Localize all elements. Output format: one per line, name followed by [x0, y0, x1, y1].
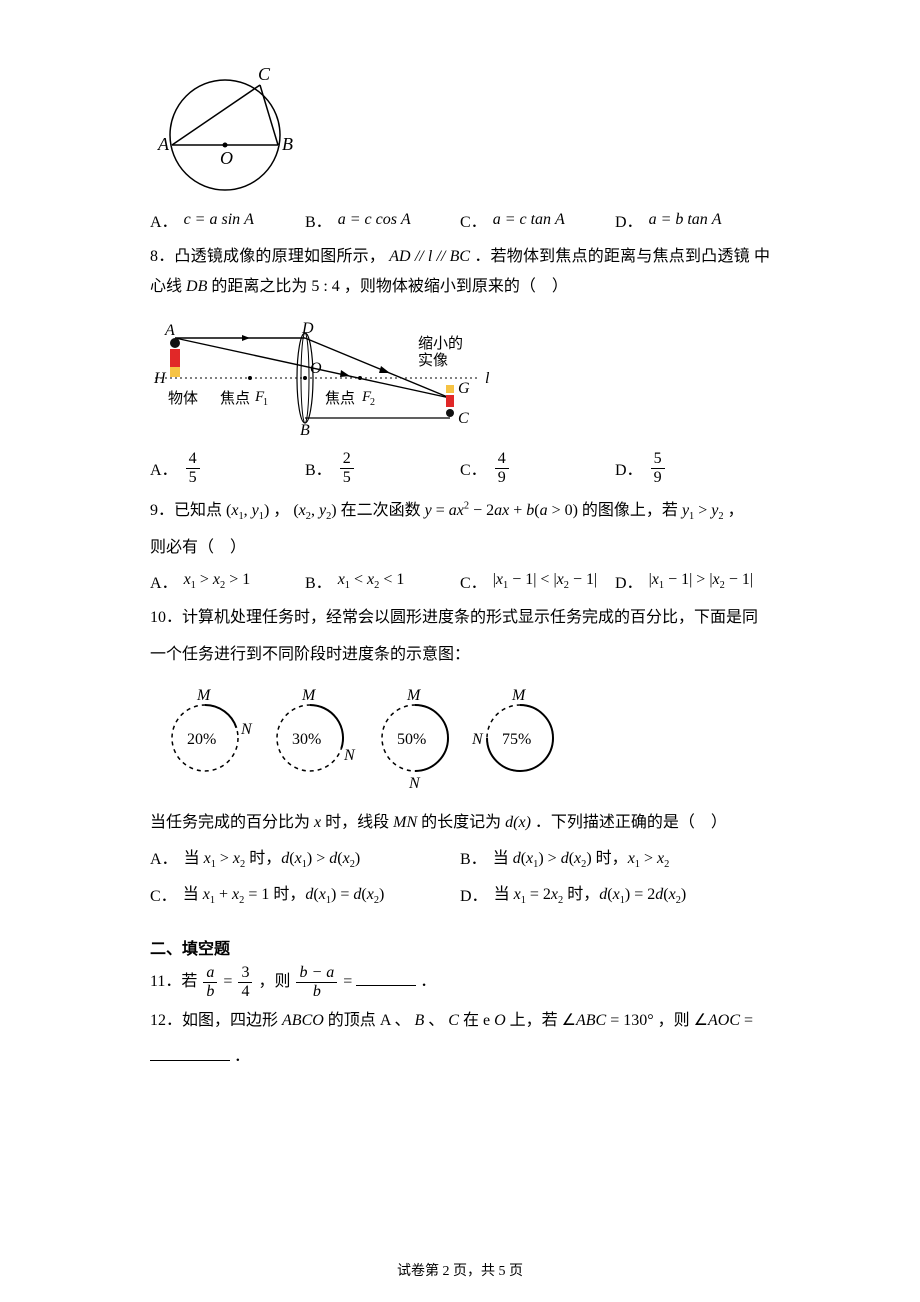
svg-text:M: M: [301, 687, 317, 704]
q8-figure: A H D O B C G l 物体 焦点 F 1 焦点 F 2 缩小的 实像: [150, 313, 770, 443]
q12: 12．如图，四边形 ABCO 的顶点 A 、 B 、 C 在 e O 上，若 ∠…: [150, 1006, 770, 1036]
q10-opt-D: D． 当 x1 = 2x2 时，d(x1) = 2d(x2): [460, 880, 770, 906]
q10-progress-circles: 20% M N 30% M N 50% M N: [150, 680, 580, 800]
q8-stem: 8．凸透镜成像的原理如图所示， AD // l // BC ．若物体到焦点的距离…: [150, 242, 770, 303]
q10-figure: 20% M N 30% M N 50% M N: [150, 680, 770, 800]
q7-opt-A: A． c = a sin A: [150, 208, 305, 232]
label-O: O: [220, 148, 233, 168]
svg-text:物体: 物体: [168, 390, 198, 407]
q12-blank: [150, 1046, 230, 1061]
svg-text:G: G: [458, 380, 470, 397]
svg-text:N: N: [471, 731, 484, 748]
q8-lens-diagram: A H D O B C G l 物体 焦点 F 1 焦点 F 2 缩小的 实像: [150, 313, 520, 443]
label-C: C: [258, 64, 271, 84]
q9-opt-C: C． |x1 − 1| < |x2 − 1|: [460, 569, 615, 593]
q10-options-row1: A． 当 x1 > x2 时，d(x1) > d(x2) B． 当 d(x1) …: [150, 844, 770, 870]
svg-text:焦点: 焦点: [325, 390, 355, 407]
q12-line2: ．: [150, 1042, 770, 1072]
svg-text:实像: 实像: [418, 352, 448, 369]
svg-text:l: l: [485, 370, 490, 387]
q9-stem2: 则必有（ ）: [150, 533, 770, 563]
svg-text:N: N: [408, 775, 421, 792]
q9-options: A． x1 > x2 > 1 B． x1 < x2 < 1 C． |x1 − 1…: [150, 569, 770, 593]
q8-opt-A: A． 45: [150, 451, 305, 486]
q7-opt-B: B． a = c cos A: [305, 208, 460, 232]
q9-opt-B: B． x1 < x2 < 1: [305, 569, 460, 593]
q8-opt-D: D． 59: [615, 451, 770, 486]
q8-options: A． 45 B． 25 C． 49 D． 59: [150, 451, 770, 486]
q10-opt-B: B． 当 d(x1) > d(x2) 时，x1 > x2: [460, 844, 770, 870]
q7-circle-diagram: A B C O: [150, 60, 310, 200]
svg-text:焦点: 焦点: [220, 390, 250, 407]
section-2-title: 二、填空题: [150, 935, 770, 959]
q11: 11．若 ab = 34 ，则 b − ab = ．: [150, 965, 770, 1000]
q7-opt-D: D． a = b tan A: [615, 208, 770, 232]
q10-opt-C: C． 当 x1 + x2 = 1 时，d(x1) = d(x2): [150, 880, 460, 906]
svg-text:1: 1: [263, 397, 268, 408]
svg-text:B: B: [300, 422, 310, 439]
q10-options-row2: C． 当 x1 + x2 = 1 时，d(x1) = d(x2) D． 当 x1…: [150, 880, 770, 906]
q10-stem-1: 10．计算机处理任务时，经常会以圆形进度条的形式显示任务完成的百分比，下面是同: [150, 603, 770, 633]
q10-stem-2: 一个任务进行到不同阶段时进度条的示意图：: [150, 640, 770, 670]
svg-text:H: H: [153, 370, 167, 387]
svg-text:N: N: [240, 721, 253, 738]
svg-text:C: C: [458, 410, 469, 427]
q8-opt-C: C． 49: [460, 451, 615, 486]
q10-stem-3: 当任务完成的百分比为 x 时，线段 MN 的长度记为 d(x) ．下列描述正确的…: [150, 808, 770, 838]
svg-text:20%: 20%: [187, 731, 216, 748]
q7-options: A． c = a sin A B． a = c cos A C． a = c t…: [150, 208, 770, 232]
q7-figure: A B C O: [150, 60, 770, 200]
svg-text:75%: 75%: [502, 731, 531, 748]
page-footer: 试卷第 2 页，共 5 页: [150, 1260, 770, 1280]
q7-opt-C: C． a = c tan A: [460, 208, 615, 232]
svg-text:O: O: [310, 360, 322, 377]
page: A B C O A． c = a sin A B． a = c cos A C．…: [0, 0, 920, 1302]
label-A: A: [157, 134, 170, 154]
svg-text:M: M: [511, 687, 527, 704]
svg-text:30%: 30%: [292, 731, 321, 748]
svg-text:50%: 50%: [397, 731, 426, 748]
svg-text:N: N: [343, 747, 356, 764]
svg-text:M: M: [196, 687, 212, 704]
q11-blank: [356, 970, 416, 985]
svg-text:D: D: [301, 320, 314, 337]
q8-opt-B: B． 25: [305, 451, 460, 486]
q9-stem: 9．已知点 (x1, y1) ， (x2, y2) 在二次函数 y = ax2 …: [150, 496, 770, 527]
label-B: B: [282, 134, 293, 154]
svg-text:缩小的: 缩小的: [418, 335, 463, 352]
q9-opt-A: A． x1 > x2 > 1: [150, 569, 305, 593]
svg-text:A: A: [164, 322, 175, 339]
q10-opt-A: A． 当 x1 > x2 时，d(x1) > d(x2): [150, 844, 460, 870]
svg-text:2: 2: [370, 397, 375, 408]
svg-text:M: M: [406, 687, 422, 704]
q9-opt-D: D． |x1 − 1| > |x2 − 1|: [615, 569, 770, 593]
